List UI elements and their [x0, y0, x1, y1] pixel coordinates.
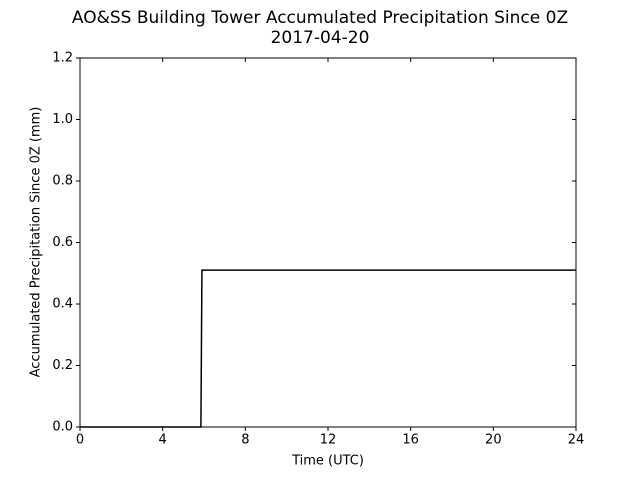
y-axis-label: Accumulated Precipitation Since 0Z (mm): [29, 107, 44, 378]
x-tick-label: 8: [241, 433, 249, 448]
y-tick-label: 0.8: [52, 174, 73, 189]
x-tick-label: 12: [320, 433, 337, 448]
x-tick-label: 16: [402, 433, 419, 448]
y-tick-label: 0.2: [52, 358, 73, 373]
x-tick-label: 4: [159, 433, 167, 448]
y-tick-label: 1.2: [52, 51, 73, 66]
y-tick-label: 0.0: [52, 420, 73, 435]
y-tick-label: 0.4: [52, 297, 73, 312]
data-line: [80, 269, 576, 428]
x-tick-label: 20: [485, 433, 502, 448]
x-tick-label: 0: [76, 433, 84, 448]
y-tick-label: 1.0: [52, 112, 73, 127]
x-axis-label: Time (UTC): [291, 454, 364, 469]
y-tick-label: 0.6: [52, 235, 73, 250]
chart-subtitle: 2017-04-20: [271, 28, 370, 48]
x-tick-label: 24: [568, 433, 585, 448]
chart-title: AO&SS Building Tower Accumulated Precipi…: [72, 8, 568, 28]
